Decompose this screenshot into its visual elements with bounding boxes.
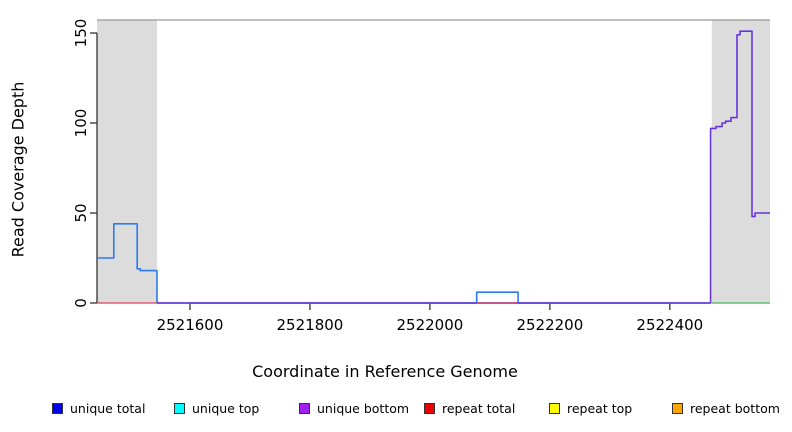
legend-swatch-unique-top bbox=[174, 402, 185, 414]
legend-label-repeat-total: repeat total bbox=[442, 400, 516, 416]
y-tick-label: 0 bbox=[72, 298, 90, 308]
y-tick-label: 150 bbox=[72, 19, 90, 48]
x-tick-label: 2522400 bbox=[636, 316, 703, 334]
x-tick-label: 2522000 bbox=[396, 316, 463, 334]
y-tick-label: 100 bbox=[72, 109, 90, 138]
x-axis-label: Coordinate in Reference Genome bbox=[252, 362, 518, 381]
legend-label-repeat-bottom: repeat bottom bbox=[690, 400, 780, 416]
series-unique-bottom bbox=[156, 30, 770, 304]
legend-label-repeat-top: repeat top bbox=[567, 400, 633, 416]
legend-swatch-unique-bottom bbox=[299, 402, 310, 414]
legend-swatch-repeat-total bbox=[424, 402, 435, 414]
legend-label-unique-total: unique total bbox=[70, 400, 146, 416]
legend-swatch-unique-total bbox=[52, 402, 63, 414]
series-unique-total bbox=[97, 223, 711, 304]
legend: unique total unique top unique bottom repea… bbox=[0, 397, 792, 421]
legend-item-repeat-bottom: repeat bottom bbox=[672, 397, 780, 419]
legend-swatch-repeat-top bbox=[549, 402, 560, 414]
masked-region-1 bbox=[711, 20, 770, 303]
x-tick-label: 2521800 bbox=[277, 316, 344, 334]
x-tick-label: 2522200 bbox=[516, 316, 583, 334]
legend-swatch-repeat-bottom bbox=[672, 402, 683, 414]
y-axis-label: Read Coverage Depth bbox=[8, 81, 28, 258]
legend-item-repeat-total: repeat total bbox=[424, 397, 515, 419]
legend-item-unique-top: unique top bbox=[174, 397, 259, 419]
y-tick-label: 50 bbox=[72, 203, 90, 222]
legend-item-repeat-top: repeat top bbox=[549, 397, 632, 419]
legend-item-unique-total: unique total bbox=[52, 397, 145, 419]
x-tick-label: 2521600 bbox=[157, 316, 224, 334]
masked-region-0 bbox=[97, 20, 157, 303]
legend-label-unique-bottom: unique bottom bbox=[317, 400, 410, 416]
legend-item-unique-bottom: unique bottom bbox=[299, 397, 409, 419]
legend-label-unique-top: unique top bbox=[192, 400, 260, 416]
